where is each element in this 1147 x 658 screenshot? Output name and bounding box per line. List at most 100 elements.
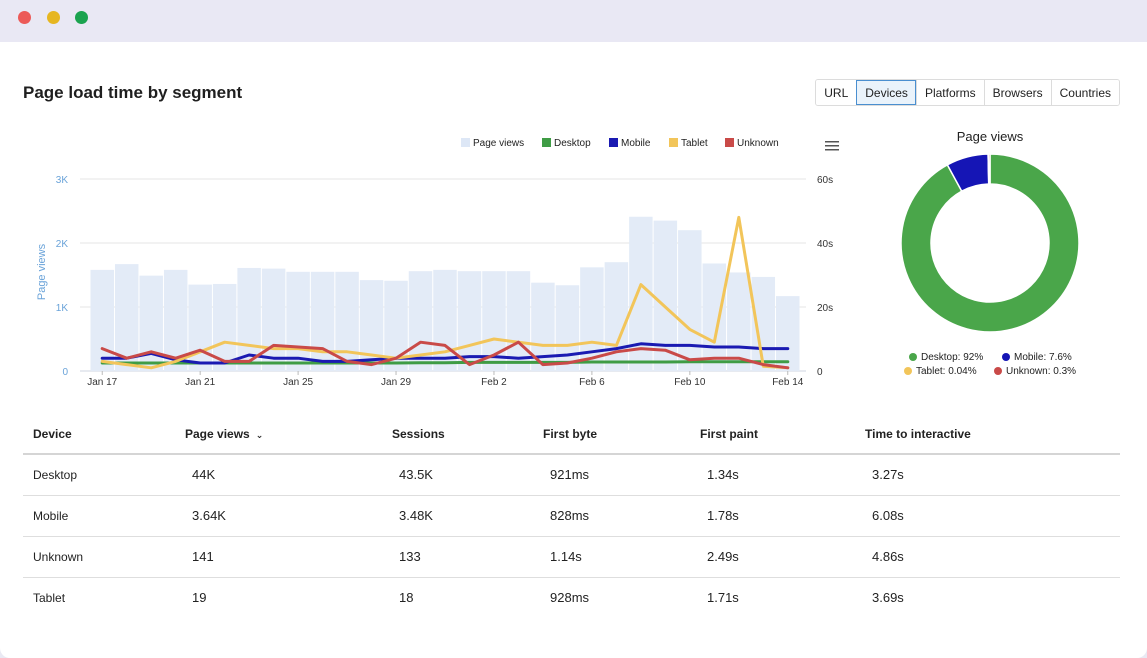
right-tick-label: 40s: [817, 239, 833, 250]
page-views-bar[interactable]: [555, 285, 580, 371]
col-page-views[interactable]: Page views ⌄: [185, 415, 263, 454]
donut-slice-desktop[interactable]: [900, 153, 1080, 333]
x-tick-label: Jan 29: [381, 377, 411, 388]
page-views-bar[interactable]: [506, 271, 531, 371]
left-axis-label: Page views: [36, 243, 48, 300]
x-tick-label: Feb 14: [772, 377, 804, 388]
cell-first-byte: 828ms: [550, 508, 590, 523]
page-views-bar[interactable]: [727, 272, 751, 371]
segment-devices[interactable]: Devices: [856, 80, 916, 105]
page-views-bar[interactable]: [482, 271, 506, 371]
donut-legend-unknown[interactable]: Unknown: 0.3%: [1006, 366, 1076, 377]
donut-title: Page views: [957, 129, 1024, 144]
legend-swatch-mobile: [609, 138, 618, 147]
device-table: Device Page views ⌄ Sessions First byte F…: [23, 415, 1120, 618]
page-views-bar[interactable]: [114, 264, 139, 371]
right-tick-label: 20s: [817, 303, 833, 314]
segment-browsers[interactable]: Browsers: [983, 80, 1051, 105]
cell-time-to-interactive: 6.08s: [872, 508, 904, 523]
legend-swatch-tablet: [669, 138, 678, 147]
cell-sessions: 3.48K: [399, 508, 433, 523]
minimize-window-button[interactable]: [47, 11, 60, 24]
page-views-bar[interactable]: [629, 216, 653, 371]
right-tick-label: 60s: [817, 175, 833, 186]
legend-page-views[interactable]: Page views: [473, 138, 524, 149]
page-views-bar[interactable]: [678, 230, 702, 371]
cell-page-views: 141: [192, 549, 214, 564]
col-time-to-interactive[interactable]: Time to interactive: [865, 427, 971, 441]
segment-countries[interactable]: Countries: [1050, 80, 1119, 105]
cell-first-byte: 1.14s: [550, 549, 582, 564]
cell-device: Tablet: [33, 591, 66, 605]
table-row[interactable]: Tablet 19 18 928ms 1.71s 3.69s: [23, 578, 1120, 618]
cell-first-byte: 921ms: [550, 467, 590, 482]
legend-mobile[interactable]: Mobile: [621, 138, 651, 149]
page-views-bar[interactable]: [776, 296, 800, 371]
cell-time-to-interactive: 3.27s: [872, 467, 904, 482]
left-tick-label: 0: [62, 367, 68, 378]
page-views-bar[interactable]: [702, 263, 727, 371]
legend-tablet[interactable]: Tablet: [681, 138, 708, 149]
cell-sessions: 43.5K: [399, 467, 433, 482]
col-first-byte[interactable]: First byte: [543, 427, 598, 441]
donut-legend-swatch-desktop: [909, 353, 917, 361]
donut-legend-tablet[interactable]: Tablet: 0.04%: [916, 366, 977, 377]
series-line-mobile[interactable]: [100, 342, 790, 365]
donut-legend-swatch-tablet: [904, 367, 912, 375]
page-views-bar[interactable]: [359, 280, 384, 371]
legend-desktop[interactable]: Desktop: [554, 138, 591, 149]
donut-legend-desktop[interactable]: Desktop: 92%: [921, 352, 983, 363]
col-first-paint[interactable]: First paint: [700, 427, 759, 441]
cell-device: Unknown: [33, 550, 84, 564]
segment-url[interactable]: URL: [816, 80, 857, 105]
table-row[interactable]: Unknown 141 133 1.14s 2.49s 4.86s: [23, 537, 1120, 578]
page-views-bar[interactable]: [310, 271, 335, 371]
series-line-unknown[interactable]: [100, 340, 790, 370]
x-tick-label: Feb 6: [579, 377, 605, 388]
cell-first-byte: 928ms: [550, 590, 590, 605]
page-views-bar[interactable]: [384, 280, 408, 371]
page-views-bar[interactable]: [580, 267, 604, 371]
donut-slice-unknown[interactable]: [987, 153, 991, 185]
cell-first-paint: 1.34s: [707, 467, 739, 482]
page-views-bar[interactable]: [163, 269, 188, 371]
page-views-bar[interactable]: [90, 269, 114, 371]
cell-page-views: 44K: [192, 467, 216, 482]
table-row[interactable]: Mobile 3.64K 3.48K 828ms 1.78s 6.08s: [23, 496, 1120, 537]
segment-platforms[interactable]: Platforms: [915, 80, 984, 105]
legend-swatch-page-views: [461, 138, 470, 147]
x-tick-label: Jan 17: [87, 377, 117, 388]
cell-sessions: 18: [399, 590, 414, 605]
window-titlebar: [0, 0, 1147, 42]
cell-page-views: 19: [192, 590, 207, 605]
legend-swatch-desktop: [542, 138, 551, 147]
chevron-down-icon[interactable]: ⌄: [255, 430, 264, 440]
page-views-bar[interactable]: [433, 269, 457, 371]
page-views-bar[interactable]: [335, 271, 359, 371]
x-tick-label: Jan 25: [283, 377, 313, 388]
page-views-bar[interactable]: [653, 220, 678, 371]
page-views-bar[interactable]: [212, 283, 237, 371]
close-window-button[interactable]: [18, 11, 31, 24]
right-tick-label: 0: [817, 367, 823, 378]
page-views-bar[interactable]: [188, 284, 212, 371]
table-row[interactable]: Desktop 44K 43.5K 921ms 1.34s 3.27s: [23, 455, 1120, 496]
left-tick-label: 3K: [56, 175, 69, 186]
chart-menu-icon[interactable]: [825, 141, 839, 151]
left-tick-label: 2K: [56, 239, 69, 250]
series-line-tablet[interactable]: [100, 215, 790, 370]
page-views-bar[interactable]: [531, 282, 555, 371]
col-page-views-label: Page views: [185, 427, 250, 441]
col-device[interactable]: Device: [33, 427, 72, 441]
page-views-bar[interactable]: [286, 271, 310, 371]
table-header: Device Page views ⌄ Sessions First byte F…: [23, 415, 1120, 455]
donut-legend-swatch-unknown: [994, 367, 1002, 375]
legend-unknown[interactable]: Unknown: [737, 138, 779, 149]
x-tick-label: Feb 10: [674, 377, 706, 388]
donut-legend-mobile[interactable]: Mobile: 7.6%: [1014, 352, 1072, 363]
cell-time-to-interactive: 4.86s: [872, 549, 904, 564]
col-sessions[interactable]: Sessions: [392, 427, 445, 441]
page-views-bar[interactable]: [139, 275, 163, 371]
maximize-window-button[interactable]: [75, 11, 88, 24]
